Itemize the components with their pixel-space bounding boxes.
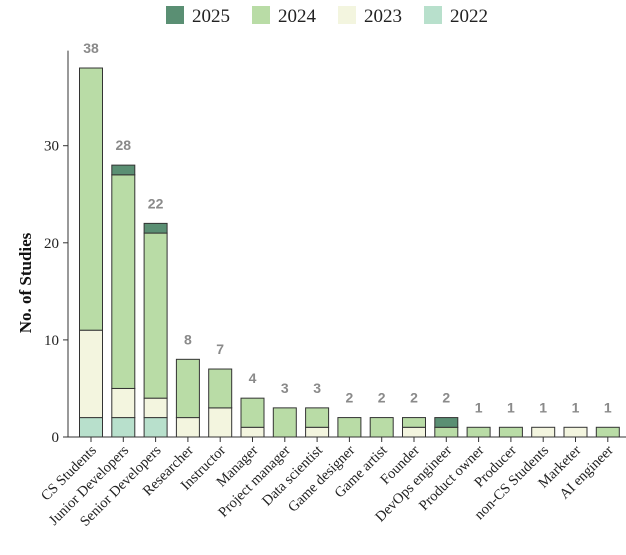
bar-devops-engineer: [434, 417, 459, 438]
total-label-producer: 1: [507, 399, 515, 415]
bar-data-scientist: [305, 407, 330, 438]
legend-swatch-2023: [338, 6, 356, 24]
y-axis: 0 10 20 30: [44, 50, 69, 446]
y-axis-title: No. of Studies: [16, 232, 35, 333]
bar-segment-2023-senior-developers: [143, 397, 168, 419]
y-tick-label: 30: [44, 139, 59, 155]
bar-instructor: [208, 368, 233, 438]
bar-marketer: [563, 426, 588, 438]
bar-product-owner: [466, 426, 491, 438]
y-tick-label: 20: [44, 236, 59, 252]
legend: 2025 2024 2023 2022: [166, 6, 488, 27]
legend-label-2024: 2024: [278, 6, 317, 27]
bar-project-manager: [272, 407, 297, 438]
bar-segment-2023-marketer: [563, 426, 588, 438]
bar-segment-2024-game-designer: [337, 417, 362, 438]
bar-senior-developers: [143, 222, 168, 438]
total-label-game-artist: 2: [378, 390, 386, 406]
legend-label-2025: 2025: [192, 6, 230, 27]
bar-segment-2023-data-scientist: [305, 426, 330, 438]
bars: [79, 67, 620, 438]
bar-segment-2024-manager: [240, 397, 265, 428]
y-tick-label: 0: [52, 430, 60, 446]
bar-producer: [498, 426, 523, 438]
bar-game-artist: [369, 417, 394, 438]
legend-label-2023: 2023: [364, 6, 402, 27]
bar-segment-2023-researcher: [175, 417, 200, 438]
legend-item-2024: 2024: [252, 6, 317, 27]
bar-junior-developers: [111, 164, 136, 438]
total-label-ai-engineer: 1: [604, 399, 612, 415]
total-label-non-cs-students: 1: [539, 399, 547, 415]
bar-segment-2025-devops-engineer: [434, 417, 459, 428]
bar-segment-2024-founder: [402, 417, 426, 428]
legend-swatch-2022: [424, 6, 442, 24]
legend-swatch-2025: [166, 6, 184, 24]
bar-founder: [402, 417, 426, 438]
bar-ai-engineer: [595, 426, 620, 438]
total-label-founder: 2: [410, 390, 418, 406]
bar-segment-2024-devops-engineer: [434, 426, 459, 438]
total-label-game-designer: 2: [346, 390, 354, 406]
total-label-senior-developers: 22: [148, 195, 164, 211]
total-label-data-scientist: 3: [313, 380, 321, 396]
bar-segment-2022-junior-developers: [111, 417, 136, 438]
total-label-manager: 4: [249, 370, 257, 386]
bar-segment-2025-junior-developers: [111, 164, 136, 176]
bar-segment-2023-junior-developers: [111, 387, 136, 419]
bar-segment-2023-founder: [402, 426, 426, 438]
bar-segment-2024-producer: [498, 426, 523, 438]
bar-cs-students: [79, 67, 103, 438]
bar-segment-2024-junior-developers: [111, 174, 136, 389]
legend-item-2023: 2023: [338, 6, 402, 27]
total-label-researcher: 8: [184, 331, 192, 347]
legend-swatch-2024: [252, 6, 270, 24]
bar-segment-2024-researcher: [175, 358, 200, 419]
y-tick-label: 10: [44, 333, 59, 349]
bar-segment-2023-instructor: [208, 407, 233, 438]
total-label-marketer: 1: [572, 399, 580, 415]
bar-non-cs-students: [531, 426, 556, 438]
bar-segment-2022-senior-developers: [143, 417, 168, 438]
bar-segment-2024-senior-developers: [143, 232, 168, 399]
total-label-instructor: 7: [216, 341, 224, 357]
total-label-devops-engineer: 2: [442, 390, 450, 406]
bar-segment-2022-cs-students: [79, 417, 103, 438]
legend-item-2022: 2022: [424, 6, 488, 27]
bar-game-designer: [337, 417, 362, 438]
bar-manager: [240, 397, 265, 438]
total-label-project-manager: 3: [281, 380, 289, 396]
bar-segment-2024-instructor: [208, 368, 233, 409]
bar-segment-2024-project-manager: [272, 407, 297, 438]
bar-researcher: [175, 358, 200, 438]
bar-segment-2024-cs-students: [79, 67, 103, 331]
bar-segment-2023-non-cs-students: [531, 426, 556, 438]
bar-segment-2024-game-artist: [369, 417, 394, 438]
total-label-cs-students: 38: [83, 40, 99, 56]
bar-segment-2024-ai-engineer: [595, 426, 620, 438]
total-label-junior-developers: 28: [116, 137, 132, 153]
bar-segment-2024-product-owner: [466, 426, 491, 438]
bar-segment-2023-manager: [240, 426, 265, 438]
total-label-product-owner: 1: [475, 399, 483, 415]
bar-segment-2025-senior-developers: [143, 222, 168, 234]
legend-label-2022: 2022: [450, 6, 488, 27]
legend-item-2025: 2025: [166, 6, 230, 27]
bar-segment-2023-cs-students: [79, 329, 103, 419]
bar-segment-2024-data-scientist: [305, 407, 330, 428]
